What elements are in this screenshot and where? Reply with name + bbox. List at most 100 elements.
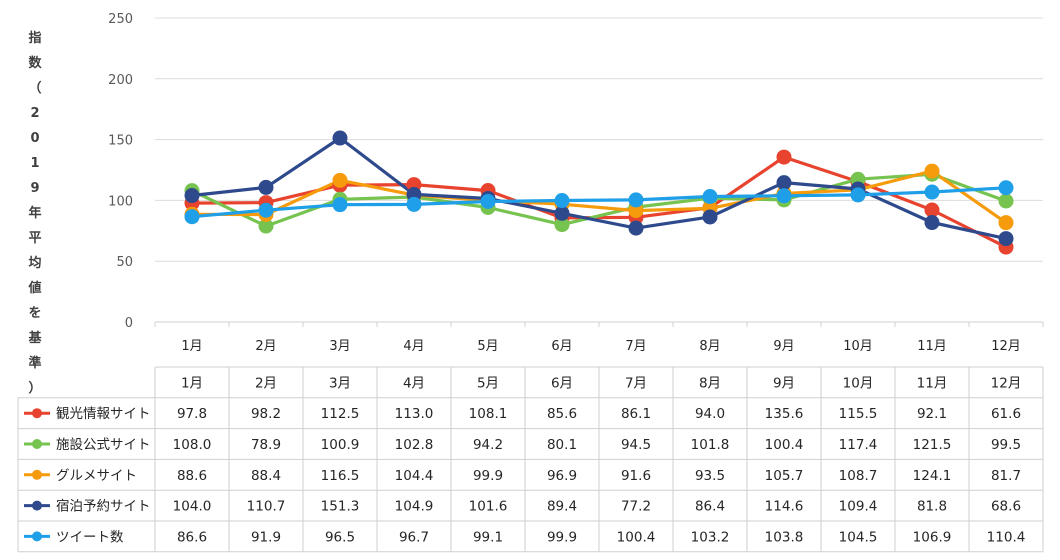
table-value-cell: 97.8 (177, 406, 207, 422)
table-header-cell: 5月 (477, 375, 499, 391)
data-point (258, 218, 274, 234)
table-value-cell: 109.4 (839, 499, 878, 515)
data-point (776, 149, 792, 165)
y-axis-label-char: 9 (30, 181, 39, 196)
table-header-cell: 10月 (843, 375, 874, 391)
data-point (702, 189, 718, 205)
table-header-cell: 1月 (181, 375, 203, 391)
table-value-cell: 117.4 (839, 437, 878, 453)
table-value-cell: 116.5 (321, 468, 360, 484)
table-value-cell: 80.1 (547, 437, 577, 453)
table-value-cell: 96.7 (399, 529, 429, 545)
x-tick-label: 6月 (551, 339, 572, 354)
table-header-cell: 2月 (255, 375, 277, 391)
y-tick-label: 0 (125, 316, 133, 331)
table-value-cell: 100.4 (617, 529, 656, 545)
y-axis-label-char: 均 (28, 255, 41, 271)
table-value-cell: 88.6 (177, 468, 207, 484)
table-value-cell: 100.9 (321, 437, 360, 453)
table-value-cell: 92.1 (917, 406, 947, 422)
table-value-cell: 108.0 (173, 437, 212, 453)
y-axis-label-char: 基 (27, 330, 42, 346)
y-axis-label-char: 準 (28, 355, 41, 371)
table-value-cell: 110.7 (247, 499, 286, 515)
table-value-cell: 86.6 (177, 529, 207, 545)
y-axis-label-char: 平 (28, 231, 41, 246)
data-point (924, 215, 940, 231)
table-header-cell: 7月 (625, 375, 647, 391)
x-tick-label: 9月 (773, 339, 794, 354)
x-tick-label: 2月 (255, 339, 276, 354)
table-value-cell: 108.1 (469, 406, 508, 422)
x-tick-label: 8月 (699, 339, 720, 354)
table-value-cell: 100.4 (765, 437, 804, 453)
table-value-cell: 112.5 (321, 406, 360, 422)
y-axis-label-char: 値 (27, 280, 41, 296)
data-point (554, 193, 570, 209)
table-value-cell: 103.8 (765, 529, 804, 545)
data-point (554, 217, 570, 233)
data-point (480, 193, 496, 209)
table-value-cell: 78.9 (251, 437, 281, 453)
table-value-cell: 104.5 (839, 529, 878, 545)
table-value-cell: 121.5 (913, 437, 952, 453)
table-value-cell: 114.6 (765, 499, 804, 515)
legend-series-name: ツイート数 (56, 529, 124, 545)
data-point (998, 193, 1014, 209)
data-point (924, 202, 940, 218)
data-point (628, 220, 644, 236)
table-value-cell: 108.7 (839, 468, 878, 484)
data-point (332, 172, 348, 188)
series-line (191, 172, 1007, 228)
table-value-cell: 94.0 (695, 406, 725, 422)
data-point (628, 203, 644, 219)
x-tick-label: 1月 (181, 339, 202, 354)
table-value-cell: 101.6 (469, 499, 508, 515)
data-point (998, 215, 1014, 231)
table-value-cell: 99.9 (547, 529, 577, 545)
table-header-cell: 11月 (917, 375, 948, 391)
x-tick-label: 10月 (843, 339, 873, 354)
table-value-cell: 86.1 (621, 406, 651, 422)
series-line (191, 186, 1007, 219)
legend-key-marker (32, 531, 42, 542)
table-header-cell: 8月 (699, 375, 721, 391)
table-value-cell: 93.5 (695, 468, 725, 484)
table-value-cell: 77.2 (621, 499, 651, 515)
table-value-cell: 99.1 (473, 529, 503, 545)
data-point (184, 209, 200, 225)
data-point (998, 231, 1014, 247)
y-tick-label: 250 (108, 12, 133, 27)
y-axis-ticks: 0 50 100 150 200 250 (108, 12, 133, 331)
table-value-cell: 104.0 (173, 499, 212, 515)
table-value-cell: 61.6 (991, 406, 1021, 422)
data-point (406, 196, 422, 212)
data-point (332, 197, 348, 213)
table-value-cell: 88.4 (251, 468, 281, 484)
table-value-cell: 68.6 (991, 499, 1021, 515)
y-axis-label-char: 0 (30, 131, 39, 146)
legend-series-name: グルメサイト (56, 468, 137, 484)
table-value-cell: 99.5 (991, 437, 1021, 453)
data-point (776, 175, 792, 191)
x-tick-label: 4月 (403, 339, 424, 354)
table-value-cell: 91.9 (251, 529, 281, 545)
legend-key-marker (32, 469, 42, 480)
y-axis-label-char: 2 (30, 106, 39, 121)
table-value-cell: 113.0 (395, 406, 434, 422)
data-point (924, 184, 940, 200)
table-value-cell: 104.4 (395, 468, 434, 484)
y-tick-label: 50 (116, 255, 133, 270)
table-value-cell: 94.2 (473, 437, 503, 453)
x-tick-label: 12月 (991, 339, 1021, 354)
table-header-cell: 3月 (329, 375, 351, 391)
y-axis-label-char: 数 (28, 55, 42, 71)
table-value-cell: 151.3 (321, 499, 360, 515)
x-tick-label: 5月 (477, 339, 498, 354)
table-value-cell: 110.4 (987, 529, 1026, 545)
data-point (850, 187, 866, 203)
y-axis-label-char: ） (28, 380, 41, 396)
table-value-cell: 106.9 (913, 529, 952, 545)
y-axis-label-char: を (28, 306, 41, 321)
